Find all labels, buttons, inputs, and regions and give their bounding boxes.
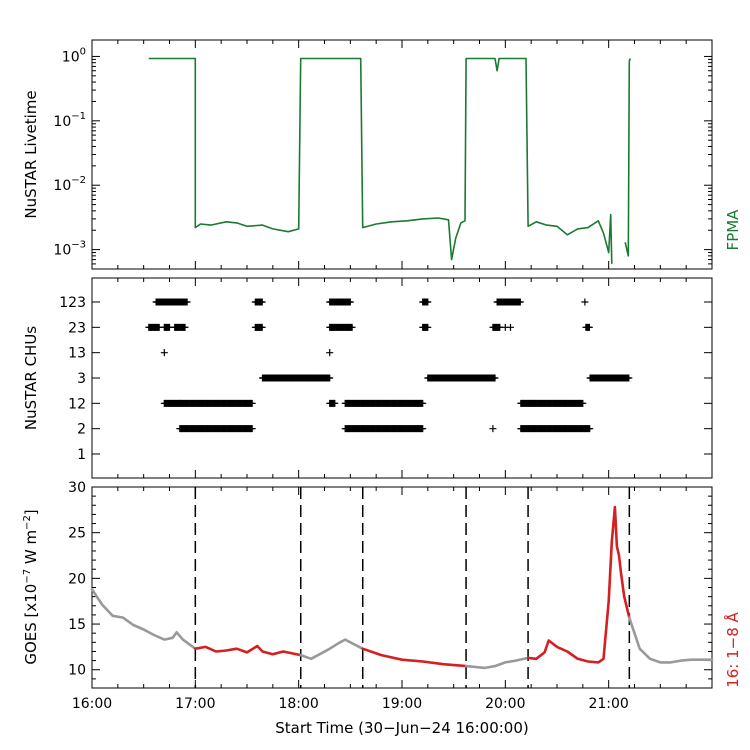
goes-x-tick-label: 21:00 <box>588 696 628 712</box>
chu-plus-marker <box>348 323 356 331</box>
goes-y-axis-label: GOES [x10−7 W m−2] <box>22 509 40 664</box>
goes-flux-line <box>299 638 365 661</box>
chu-plus-marker <box>586 425 594 433</box>
chu-plus-marker <box>258 323 266 331</box>
chu-markers <box>145 298 633 433</box>
goes-plot-frame <box>91 486 713 689</box>
chu-plus-marker <box>419 425 427 433</box>
chu-category-label: 13 <box>68 346 86 362</box>
chu-category-label: 3 <box>77 371 86 387</box>
goes-x-tick-label: 16:00 <box>72 696 112 712</box>
chu-category-label: 12 <box>68 396 86 412</box>
livetime-ticks <box>91 40 713 270</box>
goes-ylabel-end: ] <box>22 509 40 515</box>
livetime-y-tick-exponent: −3 <box>71 240 86 251</box>
chu-category-label: 1 <box>77 447 86 463</box>
chu-category-label: 2 <box>77 422 86 438</box>
chu-plus-marker <box>419 399 427 407</box>
goes-y-tick-labels: 10 15 20 25 30 <box>68 480 86 679</box>
goes-y-tick-label: 30 <box>68 480 86 496</box>
goes-flux-line <box>90 587 197 651</box>
goes-y-tick-label: 15 <box>68 617 86 633</box>
chu-plus-marker <box>625 374 633 382</box>
chu-plus-marker <box>326 349 334 357</box>
chu-plus-marker <box>248 399 256 407</box>
chu-plus-marker <box>489 425 497 433</box>
x-axis-label: Start Time (30−Jun−24 16:00:00) <box>275 719 528 737</box>
goes-x-tick-labels: 16:00 17:00 18:00 19:00 20:00 21:00 <box>72 696 629 712</box>
goes-ticks <box>91 486 713 689</box>
livetime-y-tick-label: 10−1 <box>53 111 86 130</box>
chu-plus-marker <box>585 323 593 331</box>
chu-plus-marker <box>160 349 168 357</box>
chu-plus-marker <box>183 298 191 306</box>
livetime-y-tick-base: 10 <box>53 243 71 259</box>
chu-y-axis-label: NuSTAR CHUs <box>22 326 40 430</box>
goes-x-tick-label: 18:00 <box>278 696 318 712</box>
goes-ylabel-main: GOES [x10 <box>22 584 40 665</box>
livetime-y-tick-label: 10−2 <box>53 175 86 194</box>
goes-x-tick-label: 20:00 <box>485 696 525 712</box>
chu-ticks <box>91 278 713 478</box>
chu-plus-marker <box>424 323 432 331</box>
goes-flux-line <box>464 656 530 670</box>
chu-plus-marker <box>248 425 256 433</box>
goes-y-tick-label: 10 <box>68 663 86 679</box>
chu-plus-marker <box>424 298 432 306</box>
fpma-legend-label: FPMA <box>724 209 742 251</box>
goes-series <box>90 505 714 670</box>
livetime-y-tick-exponent: 0 <box>80 46 86 57</box>
chu-plus-marker <box>346 298 354 306</box>
chu-category-label: 23 <box>68 320 86 336</box>
chu-plus-marker <box>181 323 189 331</box>
chu-plus-marker <box>507 323 514 331</box>
goes-flux-line <box>526 505 631 664</box>
livetime-y-tick-exponent: −1 <box>71 111 86 122</box>
chu-plus-marker <box>258 298 266 306</box>
livetime-y-tick-label: 10−3 <box>53 240 86 259</box>
goes-x-tick-label: 19:00 <box>382 696 422 712</box>
goes-x-tick-label: 17:00 <box>175 696 215 712</box>
chu-plus-marker <box>516 298 524 306</box>
goes-flux-line <box>361 647 468 668</box>
chu-plus-marker <box>579 399 587 407</box>
chu-plus-marker <box>491 374 499 382</box>
fpma-livetime-line <box>148 57 613 264</box>
livetime-y-tick-base: 10 <box>62 49 80 65</box>
goes-flux-line <box>627 616 714 664</box>
livetime-y-tick-label: 100 <box>62 46 86 65</box>
chu-category-label: 123 <box>59 295 86 311</box>
chu-plus-marker <box>331 399 339 407</box>
fpma-livetime-line <box>624 58 632 257</box>
goes-observation-boundaries <box>194 487 631 688</box>
chu-plus-marker <box>326 374 334 382</box>
goes-y-tick-label: 25 <box>68 526 86 542</box>
livetime-y-tick-base: 10 <box>53 178 71 194</box>
goes-channel-label: 16: 1−8 Å <box>723 611 742 687</box>
goes-flux-line <box>194 644 303 657</box>
goes-ylabel-mid: W m <box>22 530 40 569</box>
goes-panel: 10 15 20 25 30 16:00 17:00 18:00 19:00 20:00 21:0… <box>22 480 742 737</box>
chu-plus-marker <box>581 298 589 306</box>
goes-ylabel-exp2: −2 <box>22 515 33 530</box>
livetime-series <box>148 57 632 264</box>
livetime-plot-frame <box>91 39 713 270</box>
livetime-y-tick-exponent: −2 <box>71 175 86 186</box>
livetime-y-axis-label: NuSTAR Livetime <box>22 90 40 218</box>
livetime-y-tick-base: 10 <box>53 114 71 130</box>
goes-ylabel-exp1: −7 <box>22 569 33 584</box>
goes-y-tick-label: 20 <box>68 571 86 587</box>
